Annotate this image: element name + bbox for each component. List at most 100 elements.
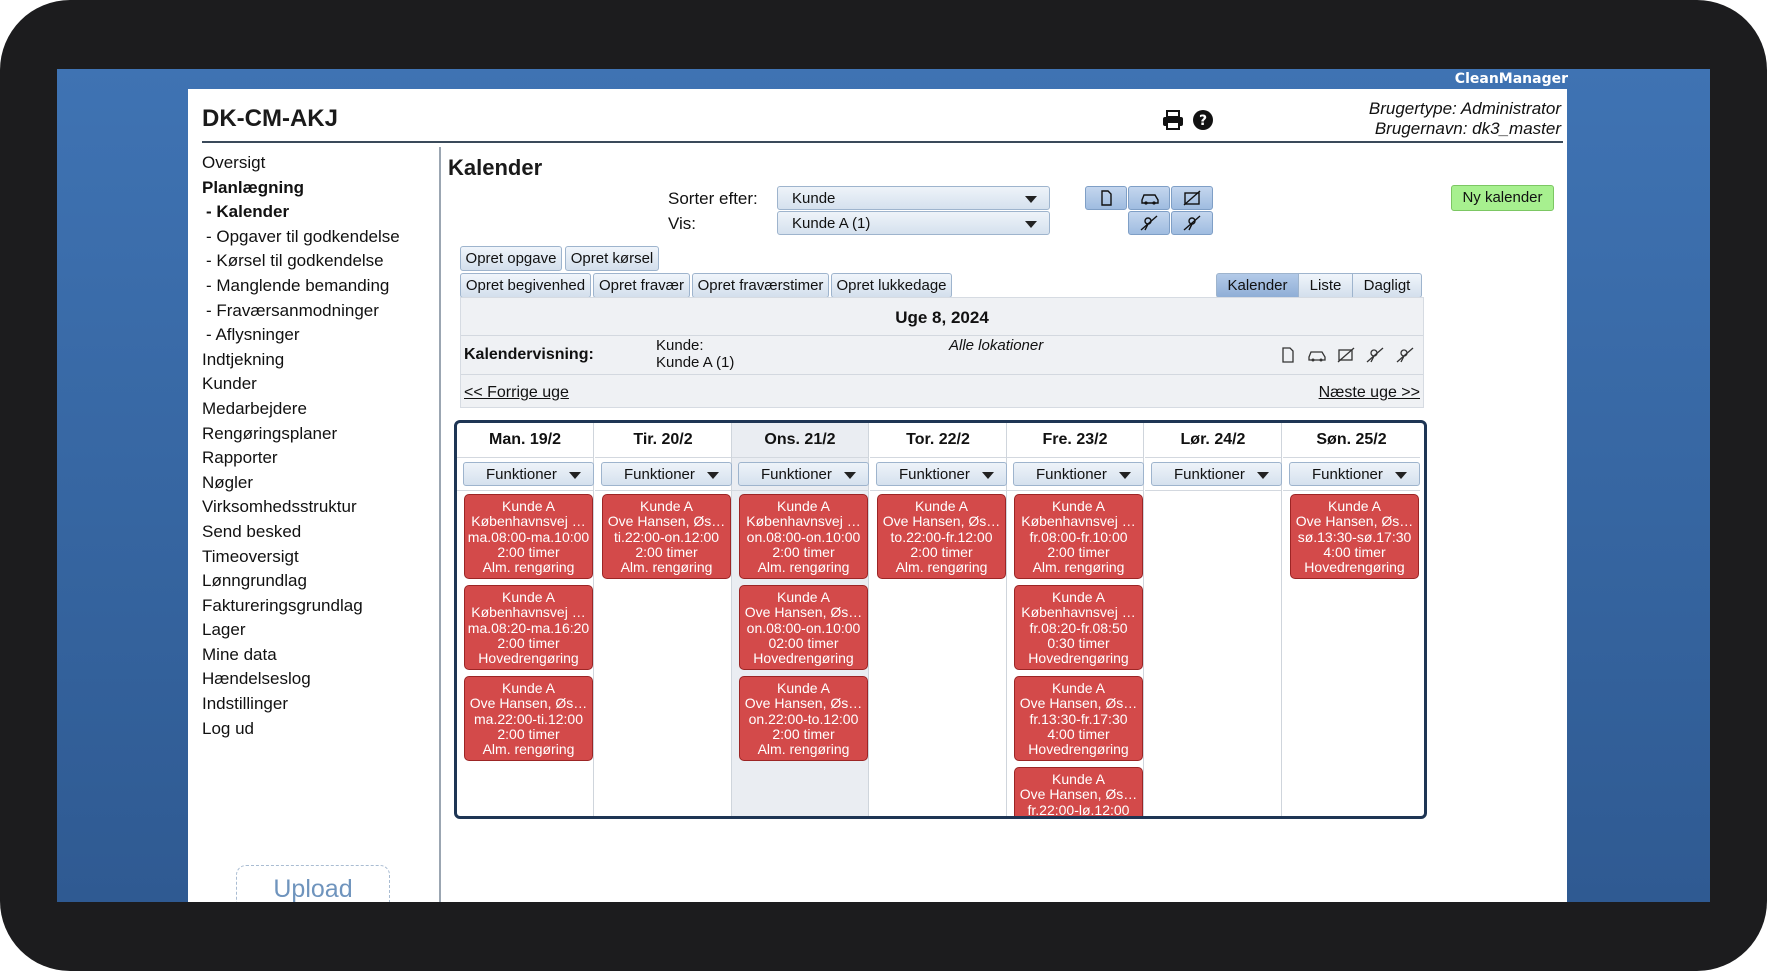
brand-label: CleanManager <box>1454 71 1568 87</box>
calendar-event[interactable]: Kunde A Ove Hansen, Øs… ti.22:00-on.12:00 2… <box>602 494 731 579</box>
upload-button[interactable]: Upload <box>236 865 390 902</box>
create-driving-button[interactable]: Opret kørsel <box>565 246 659 271</box>
functions-dropdown[interactable]: Funktioner <box>463 462 594 486</box>
calendar-event[interactable]: Kunde A Københavnsvej … on.08:00-on.10:00 2… <box>739 494 868 579</box>
day-header: Fre. 23/2 <box>1042 431 1108 448</box>
event-line: Kunde A <box>777 590 830 605</box>
username: Brugernavn: dk3_master <box>1374 119 1561 138</box>
calendar-event[interactable]: Kunde A Ove Hansen, Øs… on.08:00-on.10:00 0… <box>739 585 868 670</box>
sidebar-item[interactable]: Indtjekning <box>202 349 285 369</box>
filter-absence-button[interactable] <box>1171 186 1213 210</box>
new-calendar-button[interactable]: Ny kalender <box>1451 185 1554 211</box>
event-line: fr.13:30-fr.17:30 <box>1029 711 1128 727</box>
calendar-event[interactable]: Kunde A Københavnsvej … fr.08:00-fr.10:00 2… <box>1014 494 1143 579</box>
sidebar-item[interactable]: Lager <box>202 620 246 640</box>
create-task-button[interactable]: Opret opgave <box>460 246 562 271</box>
sidebar-item[interactable]: Oversigt <box>202 153 266 172</box>
event-line: Kunde A <box>915 499 968 514</box>
event-line: fr.22:00-lø.12:00 <box>1027 802 1130 818</box>
functions-dropdown[interactable]: Funktioner <box>876 462 1007 486</box>
help-icon[interactable]: ? <box>1192 109 1214 131</box>
prev-week-link[interactable]: << Forrige uge <box>464 384 569 401</box>
tab-kalender[interactable]: Kalender <box>1216 273 1299 298</box>
kunde-label: Kunde: <box>656 337 704 354</box>
calendar-info-panel: Uge 8, 2024 Kalendervisning: Kunde: Kund… <box>460 297 1424 408</box>
sidebar-item[interactable]: Medarbejdere <box>202 398 307 418</box>
create-event-button[interactable]: Opret begivenhed <box>460 273 591 298</box>
event-line: sø.13:30-sø.17:30 <box>1297 529 1412 545</box>
sidebar-item[interactable]: - Kørsel til godkendelse <box>206 251 384 271</box>
functions-dropdown[interactable]: Funktioner <box>1151 462 1282 486</box>
event-line: ma.08:20-ma.16:20 <box>467 620 590 636</box>
calendar-event[interactable]: Kunde A Københavnsvej … fr.08:20-fr.08:50 0… <box>1014 585 1143 670</box>
functions-dropdown[interactable]: Funktioner <box>1013 462 1144 486</box>
event-line: 2:00 timer <box>497 635 560 651</box>
sort-label: Sorter efter: <box>668 189 758 208</box>
event-line: Kunde A <box>1052 772 1105 787</box>
calendar-event[interactable]: Kunde A Ove Hansen, Øs… fr.13:30-fr.17:30 4… <box>1014 676 1143 761</box>
sidebar-item[interactable]: Send besked <box>202 521 302 541</box>
sidebar-item[interactable]: Timeoversigt <box>202 546 299 566</box>
sidebar-item[interactable]: Kunder <box>202 374 257 394</box>
sidebar-item[interactable]: Lønngrundlag <box>202 571 307 591</box>
divider <box>595 490 731 491</box>
sidebar-item[interactable]: Faktureringsgrundlag <box>202 595 363 615</box>
create-absence-hours-button[interactable]: Opret fraværstimer <box>692 273 829 298</box>
tab-liste[interactable]: Liste <box>1298 273 1353 298</box>
user-type: Brugertype: Administrator <box>1368 99 1561 118</box>
view-select[interactable]: Kunde A (1) <box>777 211 1050 235</box>
event-line: to.22:00-fr.12:00 <box>890 529 993 545</box>
sidebar-item[interactable]: Virksomhedsstruktur <box>202 497 357 517</box>
event-line: Alm. rengøring <box>757 742 850 758</box>
day-column: Ons. 21/2 Funktioner Kunde A Københavnsvej … <box>732 423 869 816</box>
create-absence-button[interactable]: Opret fravær <box>593 273 690 298</box>
day-column: Tir. 20/2 Funktioner Kunde A Ove Hansen, Øs… <box>595 423 732 816</box>
sort-select[interactable]: Kunde <box>777 186 1050 210</box>
event-line: 4:00 timer <box>1323 544 1386 560</box>
sidebar-item[interactable]: - Fraværsanmodninger <box>206 300 379 320</box>
filter-task-button[interactable] <box>1085 186 1127 210</box>
sidebar-item[interactable]: Planlægning <box>202 177 304 197</box>
calendar-event[interactable]: Kunde A Københavnsvej … ma.08:00-ma.10:00 2… <box>464 494 593 579</box>
calendar-event[interactable]: Kunde A Københavnsvej … ma.08:20-ma.16:20 2… <box>464 585 593 670</box>
sidebar-item[interactable]: Hændelseslog <box>202 669 311 689</box>
sidebar-item[interactable]: Nøgler <box>202 472 254 492</box>
filter-closed-days-button[interactable] <box>1171 211 1213 235</box>
create-closed-days-button[interactable]: Opret lukkedage <box>831 273 952 298</box>
event-line: Hovedrengøring <box>753 651 854 667</box>
tab-dagligt[interactable]: Dagligt <box>1352 273 1422 298</box>
sidebar-item[interactable]: - Kalender <box>206 202 290 222</box>
customer-filter-info: Kunde: Kunde A (1) <box>656 337 734 371</box>
sidebar-item[interactable]: Log ud <box>202 718 254 738</box>
sidebar-item[interactable]: Rapporter <box>202 448 278 468</box>
next-week-link[interactable]: Næste uge >> <box>1318 384 1420 401</box>
functions-dropdown[interactable]: Funktioner <box>1289 462 1420 486</box>
calendar-event[interactable]: Kunde A Ove Hansen, Øs… on.22:00-to.12:00 2… <box>739 676 868 761</box>
calendar-event[interactable]: Kunde A Ove Hansen, Øs… ma.22:00-ti.12:00 2… <box>464 676 593 761</box>
event-line: 4:00 timer <box>1047 726 1110 742</box>
app-title: DK-CM-AKJ <box>202 105 338 132</box>
filter-absence-hours-button[interactable] <box>1128 211 1170 235</box>
divider <box>1007 457 1143 458</box>
event-line: 02:00 timer <box>768 635 839 651</box>
sidebar-item[interactable]: - Aflysninger <box>206 325 300 345</box>
calendar-event[interactable]: Kunde A Ove Hansen, Øs… to.22:00-fr.12:00 2… <box>877 494 1006 579</box>
filter-driving-button[interactable] <box>1128 186 1170 210</box>
sidebar-item[interactable]: - Manglende bemanding <box>206 275 390 295</box>
functions-dropdown[interactable]: Funktioner <box>601 462 732 486</box>
sidebar-item[interactable]: Rengøringsplaner <box>202 423 338 443</box>
active-filter-icons <box>1279 346 1419 369</box>
sidebar-item[interactable]: Indstillinger <box>202 694 288 714</box>
sidebar-item[interactable]: Mine data <box>202 644 277 664</box>
calendar-event[interactable]: Kunde A Ove Hansen, Øs… sø.13:30-sø.17:30 4… <box>1290 494 1419 579</box>
sidebar-item[interactable]: - Opgaver til godkendelse <box>206 226 400 246</box>
event-line: Kunde A <box>640 499 693 514</box>
event-line: 2:00 timer <box>1047 544 1110 560</box>
event-line: Københavnsvej … <box>746 514 861 530</box>
functions-dropdown[interactable]: Funktioner <box>738 462 869 486</box>
event-line: 2:00 timer <box>910 544 973 560</box>
divider <box>870 457 1006 458</box>
event-line: Københavnsvej … <box>471 605 586 621</box>
printer-icon[interactable] <box>1162 109 1184 131</box>
